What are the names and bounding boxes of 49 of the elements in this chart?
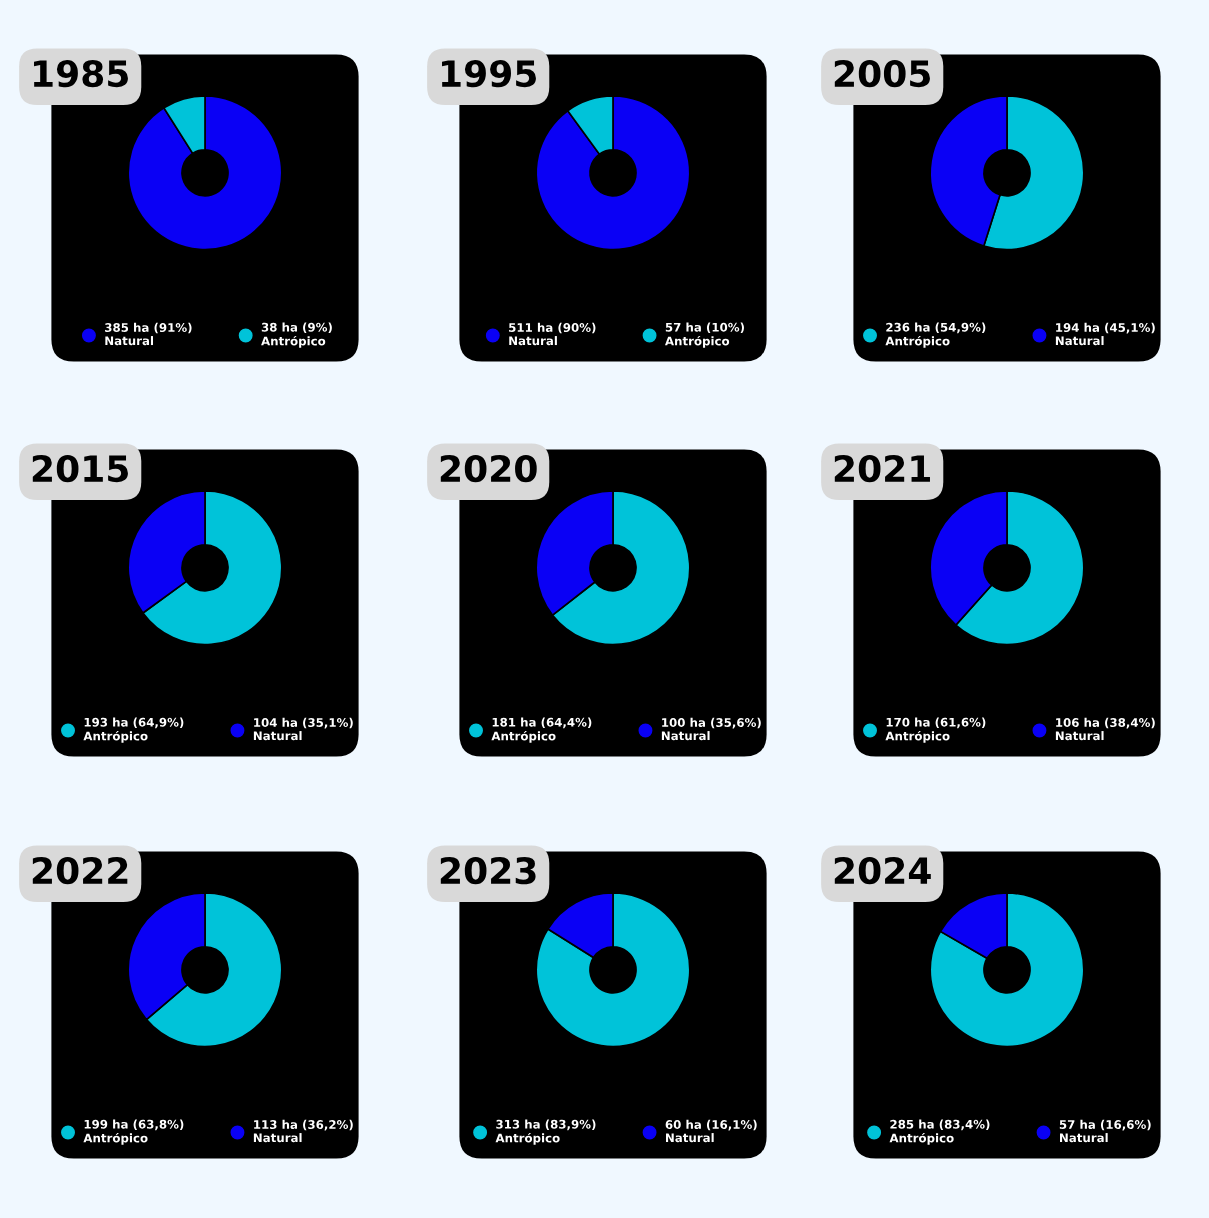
legend-label: Antrópico: [885, 730, 950, 743]
data-label: 193 ha (64,9%): [84, 717, 184, 729]
data-label: 194 ha (45,1%): [1056, 322, 1155, 334]
data-label: 106 ha (38,4%): [1056, 717, 1155, 729]
donut-slice: [535, 95, 691, 251]
legend-label: Natural: [661, 731, 710, 741]
chart-title: 1995: [442, 60, 536, 88]
data-label: 57 ha (10%): [665, 322, 744, 334]
legend-label: Natural: [666, 1133, 714, 1143]
data-label: 511 ha (90%): [509, 322, 596, 334]
chart-title: 2020: [440, 454, 537, 483]
data-label: 285 ha (83,4%): [890, 1119, 990, 1131]
data-label: 181 ha (64,4%): [492, 717, 592, 729]
data-label: 104 ha (35,1%): [254, 717, 353, 729]
data-label: 57 ha (16,6%): [1059, 1119, 1151, 1131]
chart-title: 1985: [34, 59, 128, 88]
legend-label: Antrópico: [889, 1132, 954, 1145]
legend-label: Antrópico: [885, 335, 950, 348]
chart-title: 2015: [32, 454, 128, 483]
legend-label: Natural: [1055, 336, 1104, 346]
chart-title: 2005: [834, 59, 930, 88]
legend-label: Antrópico: [83, 730, 148, 743]
data-label: 60 ha (16,1%): [665, 1119, 757, 1131]
legend-label: Natural: [105, 336, 154, 346]
data-label: 38 ha (9%): [261, 322, 332, 334]
data-label: 313 ha (83,9%): [496, 1119, 596, 1131]
data-label: 113 ha (36,2%): [254, 1119, 353, 1131]
legend-label: Natural: [253, 731, 302, 741]
legend-label: Antrópico: [261, 335, 326, 348]
chart-title: 2022: [32, 856, 128, 885]
legend-label: Antrópico: [491, 730, 556, 743]
data-label: 100 ha (35,6%): [662, 717, 761, 729]
data-label: 236 ha (54,9%): [886, 322, 986, 334]
donut-slice: [535, 892, 691, 1048]
data-label: 199 ha (63,8%): [84, 1119, 184, 1131]
data-label: 170 ha (61,6%): [886, 717, 986, 729]
legend-label: Antrópico: [83, 1132, 148, 1145]
legend-label: Natural: [509, 336, 557, 346]
legend-label: Natural: [1060, 1133, 1108, 1143]
donut-slice: [127, 95, 283, 251]
donut-slice: [929, 892, 1085, 1048]
chart-title: 2024: [834, 856, 931, 885]
legend-label: Natural: [253, 1133, 302, 1143]
data-label: 385 ha (91%): [105, 322, 192, 334]
legend-label: Antrópico: [664, 335, 730, 348]
legend-label: Antrópico: [495, 1132, 560, 1145]
chart-title: 2023: [440, 856, 536, 885]
legend-label: Natural: [1055, 731, 1104, 741]
chart-title: 2021: [834, 454, 930, 483]
